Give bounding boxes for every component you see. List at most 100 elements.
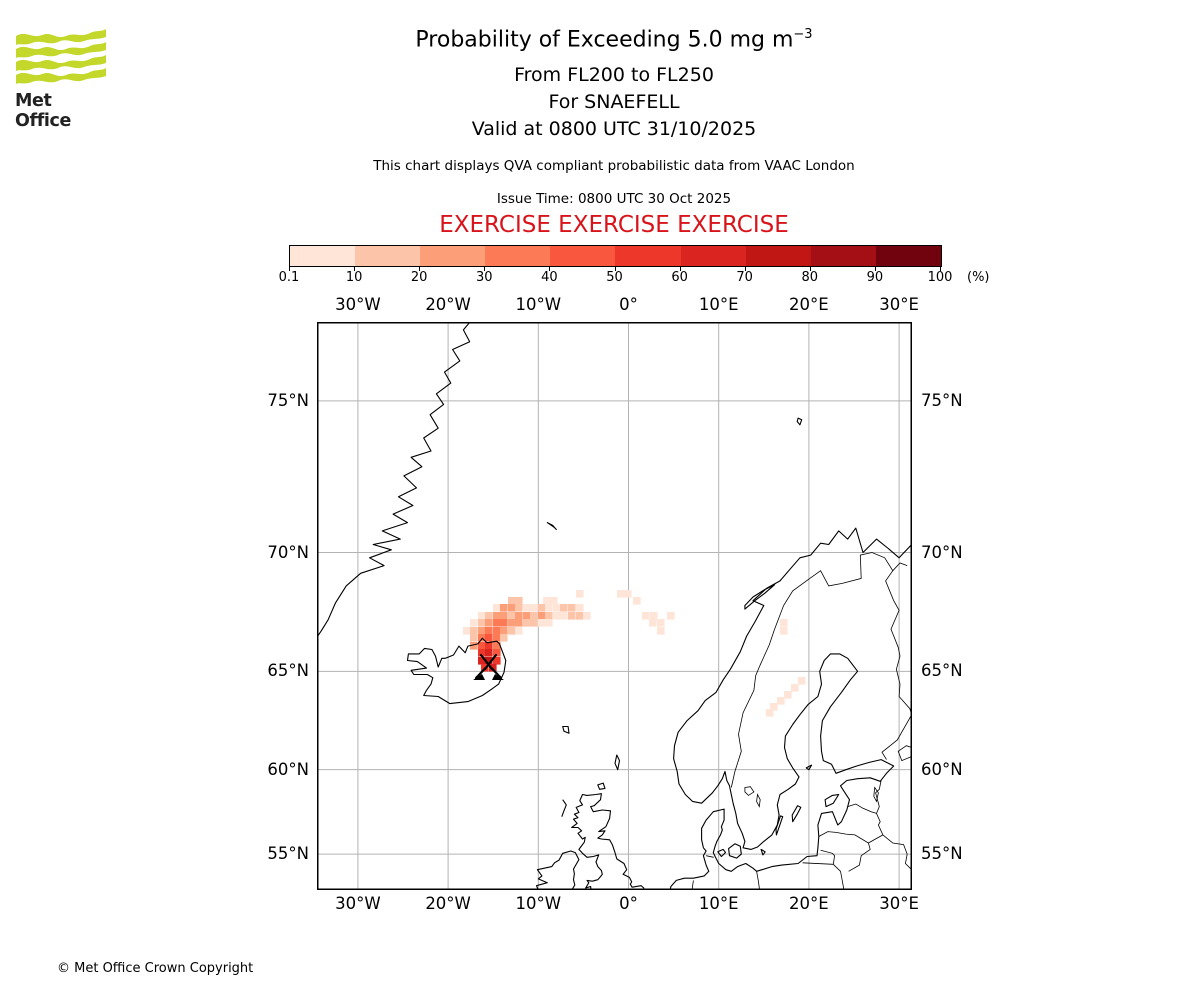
aland-islands-coastline	[805, 764, 813, 771]
lat-tick-label-left: 75°N	[267, 390, 309, 410]
lon-tick-label-top: 20°E	[789, 295, 829, 314]
lon-tick-label-bottom: 10°E	[698, 894, 739, 913]
met-office-logo-waves	[16, 29, 106, 84]
probability-cell	[470, 634, 478, 642]
oland-island-coastline	[775, 815, 784, 836]
colorbar-segment	[550, 246, 616, 266]
bear-island-coastline	[796, 417, 803, 426]
probability-cell	[560, 612, 568, 620]
probability-cell	[784, 691, 792, 699]
lat-tick-label-left: 60°N	[267, 759, 309, 779]
lat-tick-label-right: 65°N	[921, 661, 963, 681]
probability-cell	[657, 619, 665, 627]
probability-cell	[523, 612, 531, 620]
probability-cell	[617, 590, 625, 598]
probability-cell	[463, 627, 471, 635]
lon-tick-label-top: 20°W	[425, 295, 471, 314]
probability-cell	[485, 642, 493, 650]
lon-tick-label-top: 0°	[619, 295, 638, 314]
colorbar-tick	[549, 267, 551, 271]
probability-cell	[485, 612, 493, 620]
lat-tick-label-left: 55°N	[267, 844, 309, 864]
probability-cell	[478, 619, 486, 627]
lat-tick-label-right: 60°N	[921, 759, 963, 779]
norway-sweden-border	[730, 578, 811, 788]
colorbar-tick	[614, 267, 616, 271]
issue-time: Issue Time: 0800 UTC 30 Oct 2025	[496, 191, 732, 207]
lake-ladoga	[897, 745, 912, 762]
probability-cell	[500, 619, 508, 627]
probability-cell	[667, 612, 675, 620]
colorbar-tick	[874, 267, 876, 271]
scandinavia-baltic-mainland-coastline	[669, 527, 912, 890]
probability-cell	[766, 709, 774, 717]
probability-cell	[650, 612, 658, 620]
probability-cell	[568, 604, 576, 612]
kaliningrad-poland-border	[802, 862, 834, 865]
probability-cell	[523, 604, 531, 612]
gotland-island-coastline	[791, 805, 802, 823]
colorbar-segment	[485, 246, 551, 266]
chart-title: Probability of Exceeding 5.0 mg m−3	[415, 27, 813, 53]
probability-cell	[770, 703, 778, 711]
probability-cell	[530, 604, 538, 612]
probability-cell	[553, 612, 561, 620]
colorbar-unit-label: (%)	[967, 270, 990, 285]
colorbar-segment	[810, 246, 876, 266]
lon-tick-label-top: 30°E	[879, 295, 919, 314]
lat-tick-label-right: 75°N	[921, 390, 963, 410]
latvia-russia-belarus-border	[876, 813, 884, 836]
shetland-coastline	[614, 754, 621, 771]
colorbar-gradient	[289, 245, 942, 267]
poland-belarus-border	[833, 864, 845, 890]
colorbar-tick	[354, 267, 356, 271]
colorbar-segment	[680, 246, 746, 266]
probability-cell	[583, 612, 591, 620]
colorbar-tick-label: 90	[866, 270, 884, 285]
probability-cell	[545, 619, 553, 627]
volcano-marker	[473, 653, 504, 680]
colorbar-tick-label: 50	[606, 270, 623, 285]
probability-cell	[515, 612, 523, 620]
colorbar-tick-label: 70	[736, 270, 753, 285]
probability-cell	[485, 649, 493, 657]
map-canvas	[317, 322, 912, 890]
greenland-east-coast-coastline	[317, 322, 471, 638]
lon-tick-label-bottom: 20°E	[789, 894, 829, 913]
probability-cell	[508, 619, 516, 627]
faroe-islands-coastline	[562, 725, 570, 734]
lithuania-kaliningrad-border	[820, 849, 836, 865]
probability-cell	[798, 677, 806, 685]
probability-cell	[485, 634, 493, 642]
lon-tick-label-bottom: 10°W	[515, 894, 562, 913]
probability-cell	[470, 619, 478, 627]
met-office-logo: Met Office	[15, 28, 107, 131]
probability-cell	[485, 619, 493, 627]
estonia-russia-border	[875, 780, 882, 814]
probability-cell	[545, 604, 553, 612]
probability-cell	[478, 627, 486, 635]
lofoten-islands-coastline	[744, 584, 776, 610]
colorbar-segment	[875, 246, 941, 266]
denmark-germany-border	[706, 855, 714, 858]
probability-cell	[485, 657, 493, 665]
probability-cell	[543, 597, 551, 605]
probability-cell	[515, 604, 523, 612]
probability-cell	[508, 612, 516, 620]
colorbar-tick-label: 80	[801, 270, 819, 285]
probability-cell	[478, 649, 486, 657]
great-britain-coastline	[571, 793, 645, 890]
lon-tick-label-top: 10°W	[515, 295, 562, 314]
probability-cell	[523, 619, 531, 627]
probability-cell	[538, 612, 546, 620]
colorbar-tick	[744, 267, 746, 271]
probability-cell	[508, 597, 516, 605]
probability-cell	[550, 597, 558, 605]
probability-cell	[515, 619, 523, 627]
colorbar-tick	[809, 267, 811, 271]
probability-cell	[538, 604, 546, 612]
probability-cell	[485, 627, 493, 635]
ireland-coastline	[535, 850, 580, 890]
poland-germany-border	[756, 871, 760, 890]
